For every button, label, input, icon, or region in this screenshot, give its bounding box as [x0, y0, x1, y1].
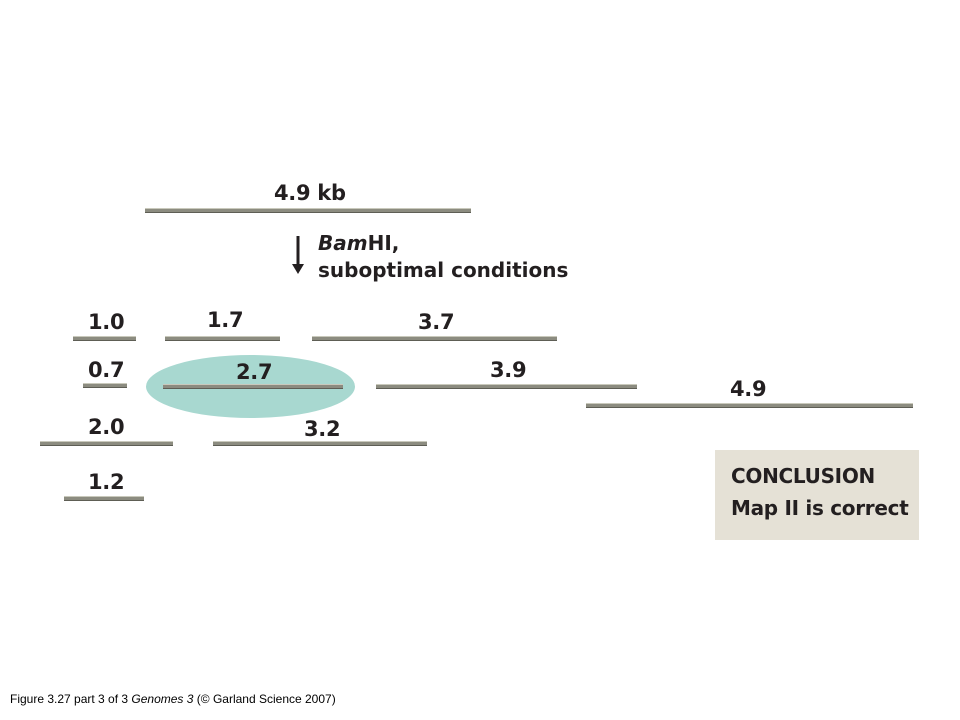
digest-conditions: BamHI, suboptimal conditions — [318, 230, 568, 284]
enzyme-suffix: HI, — [367, 231, 400, 255]
fragment-bar — [586, 403, 913, 408]
conclusion-text: Map II is correct — [731, 496, 909, 520]
fragment-label: 2.7 — [236, 360, 273, 384]
fragment-bar — [83, 383, 127, 388]
fragment-bar — [64, 496, 144, 501]
figure-caption: Figure 3.27 part 3 of 3 Genomes 3 (© Gar… — [10, 692, 336, 706]
enzyme-name: Bam — [318, 231, 368, 255]
fragment-bar — [376, 384, 637, 389]
fragment-label: 0.7 — [88, 358, 125, 382]
fragment-label: 1.7 — [207, 308, 244, 332]
fragment-label: 3.2 — [304, 417, 341, 441]
fragment-label: 1.2 — [88, 470, 125, 494]
caption-prefix: Figure 3.27 part 3 of 3 — [10, 692, 132, 706]
fragment-bar — [40, 441, 173, 446]
conditions-text: suboptimal conditions — [318, 258, 569, 282]
fragment-label: 4.9 — [730, 377, 767, 401]
fragment-label: 1.0 — [88, 310, 125, 334]
caption-book: Genomes 3 — [131, 692, 194, 706]
down-arrow-icon — [292, 236, 304, 274]
fragment-bar — [73, 336, 136, 341]
fragment-label: 2.0 — [88, 415, 125, 439]
top-fragment-bar — [145, 208, 471, 213]
fragment-bar — [312, 336, 557, 341]
fragment-bar — [213, 441, 427, 446]
conclusion-box: CONCLUSION Map II is correct — [715, 450, 919, 540]
fragment-bar — [165, 336, 280, 341]
fragment-label: 3.9 — [490, 358, 527, 382]
fragment-bar — [163, 384, 343, 389]
fragment-label: 3.7 — [418, 310, 455, 334]
conclusion-title: CONCLUSION — [731, 464, 875, 488]
top-fragment-label: 4.9 kb — [274, 181, 346, 205]
caption-suffix: (© Garland Science 2007) — [193, 692, 336, 706]
